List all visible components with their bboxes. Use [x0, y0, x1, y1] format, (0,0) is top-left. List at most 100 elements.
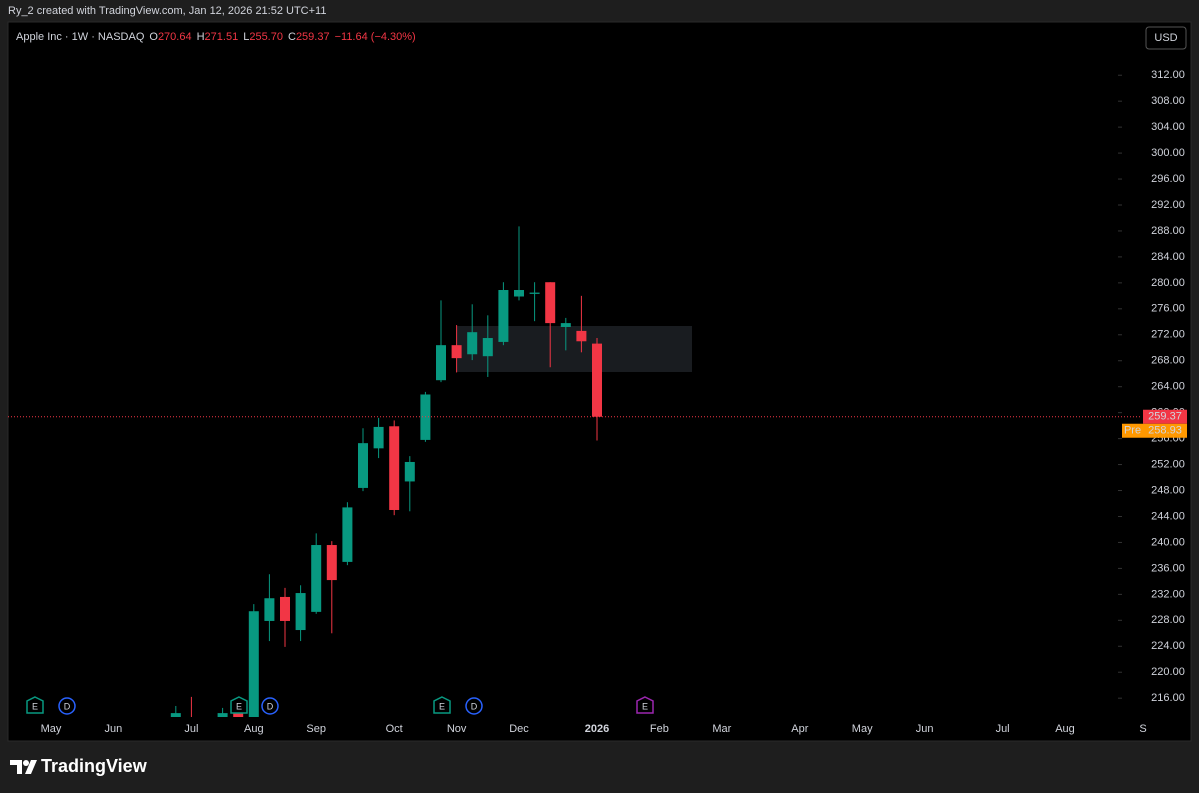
event-marker: [58, 697, 76, 715]
y-tick-label: 232.00: [1151, 588, 1185, 600]
event-marker: [433, 696, 451, 714]
candle-body: [560, 323, 571, 327]
candle-body: [342, 507, 353, 562]
event-label: D: [471, 701, 478, 711]
pre-tag: [1122, 423, 1143, 438]
y-tick-label: 244.00: [1151, 510, 1185, 522]
y-tick-label: 288.00: [1151, 225, 1185, 237]
x-tick-label: May: [41, 723, 62, 735]
candle-body: [311, 545, 322, 612]
y-tick-label: 224.00: [1151, 640, 1185, 652]
event-marker: [636, 696, 654, 714]
change: −11.64 (−4.30%): [335, 31, 416, 43]
candle-body: [482, 338, 493, 357]
y-tick-label: 300.00: [1151, 147, 1185, 159]
field-key: H: [197, 31, 205, 43]
candle-body: [248, 611, 259, 717]
x-tick-label: Jun: [916, 723, 934, 735]
x-tick-label: Sep: [306, 723, 326, 735]
candle-body: [389, 426, 400, 510]
candle-body: [264, 598, 275, 621]
candle-body: [529, 292, 540, 294]
header: Apple Inc · 1W · NASDAQ O270.64 H271.51 L25…: [16, 31, 416, 43]
x-tick-label: Apr: [791, 723, 808, 735]
event-label: E: [236, 701, 242, 711]
field-value: 259.37: [296, 31, 330, 43]
y-tick-label: 252.00: [1151, 458, 1185, 470]
x-tick-label: Jul: [184, 723, 198, 735]
candle-body: [451, 345, 462, 359]
y-tick-label: 280.00: [1151, 277, 1185, 289]
candle-body: [592, 343, 602, 417]
field-value: 270.64: [158, 31, 192, 43]
pre-badge-label: 258.93: [1148, 425, 1182, 437]
x-tick-label: 2026: [585, 723, 609, 735]
field-value: 255.70: [249, 31, 283, 43]
logo: [10, 760, 37, 774]
field-key: O: [149, 31, 158, 43]
candle-body: [170, 713, 181, 717]
x-tick-label: May: [852, 723, 873, 735]
price-badge: [1143, 409, 1187, 424]
candle-body: [467, 332, 478, 355]
y-tick-label: 292.00: [1151, 199, 1185, 211]
x-tick-label: Aug: [244, 723, 264, 735]
field-key: C: [288, 31, 296, 43]
attribution: Ry_2 created with TradingView.com, Jan 1…: [8, 5, 326, 17]
currency-button[interactable]: [1145, 26, 1187, 50]
drawn-rectangle: [457, 326, 692, 372]
pre-badge: [1143, 423, 1187, 438]
y-tick-label: 308.00: [1151, 95, 1185, 107]
y-tick-label: 276.00: [1151, 303, 1185, 315]
event-marker: [465, 697, 483, 715]
event-label: D: [267, 701, 274, 711]
candle-body: [436, 345, 446, 381]
candle-body: [358, 443, 368, 488]
x-tick-label: S: [1139, 723, 1146, 735]
event-label: E: [642, 701, 648, 711]
y-tick-label: 268.00: [1151, 355, 1185, 367]
candle-body: [217, 713, 228, 717]
price-badge-label: 259.37: [1148, 411, 1182, 423]
candle-body: [280, 596, 290, 621]
y-tick-label: 304.00: [1151, 121, 1185, 133]
candle-body: [514, 290, 524, 297]
y-tick-label: 216.00: [1151, 692, 1185, 704]
candle-body: [576, 330, 587, 342]
field-value: 271.51: [205, 31, 239, 43]
x-tick-label: Nov: [447, 723, 467, 735]
x-tick-label: Aug: [1055, 723, 1075, 735]
x-tick-label: Oct: [386, 723, 403, 735]
pre-tag-label: Pre: [1124, 425, 1141, 437]
candle-body: [326, 545, 337, 581]
y-tick-label: 284.00: [1151, 251, 1185, 263]
x-tick-label: Jul: [996, 723, 1010, 735]
event-label: D: [64, 701, 71, 711]
y-tick-label: 236.00: [1151, 562, 1185, 574]
candle-body: [373, 426, 384, 449]
y-tick-label: 248.00: [1151, 484, 1185, 496]
candle-body: [233, 713, 244, 717]
y-tick-label: 220.00: [1151, 666, 1185, 678]
currency-label: USD: [1154, 32, 1177, 44]
candle-body: [295, 593, 306, 631]
event-marker: [230, 696, 248, 714]
event-label: E: [439, 701, 445, 711]
y-tick-label: 272.00: [1151, 329, 1185, 341]
y-tick-label: 312.00: [1151, 69, 1185, 81]
event-label: E: [32, 701, 38, 711]
candle-body: [404, 461, 415, 482]
x-tick-label: Dec: [509, 723, 529, 735]
event-marker: [26, 696, 44, 714]
x-tick-label: Mar: [712, 723, 731, 735]
field-key: L: [243, 31, 249, 43]
x-tick-label: Jun: [105, 723, 123, 735]
brand: TradingView: [41, 756, 148, 776]
y-tick-label: 296.00: [1151, 173, 1185, 185]
candle-body: [545, 282, 556, 324]
event-marker: [261, 697, 279, 715]
candle-body: [498, 290, 509, 342]
y-tick-label: 264.00: [1151, 381, 1185, 393]
